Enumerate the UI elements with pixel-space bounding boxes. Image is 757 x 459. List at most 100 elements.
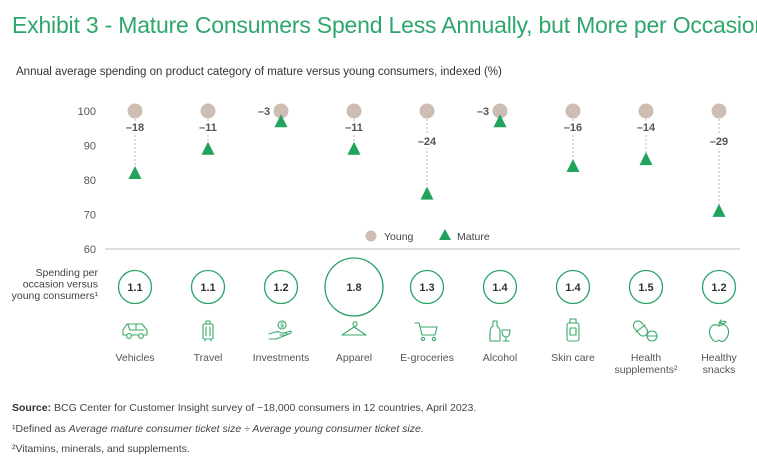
young-point <box>711 103 727 119</box>
chart-subtitle: Annual average spending on product categ… <box>16 66 502 78</box>
legend-young-label: Young <box>384 231 414 243</box>
young-point <box>565 103 581 119</box>
mature-point <box>712 203 726 217</box>
spending-ratio-circle <box>628 269 664 305</box>
car-icon-part <box>138 333 144 339</box>
category-label: supplements² <box>614 364 678 376</box>
spending-ratio-circle <box>701 269 737 305</box>
category-label: Travel <box>194 352 223 364</box>
lotion-icon-part <box>569 327 577 336</box>
young-point <box>273 103 289 119</box>
legend-young-marker <box>365 230 377 242</box>
money-hand-icon-part <box>277 320 287 330</box>
difference-label-bg <box>636 121 656 134</box>
difference-label: –3 <box>258 106 270 118</box>
spending-ratio-value: 1.2 <box>711 282 726 294</box>
difference-label-bg <box>198 121 218 134</box>
young-point <box>638 103 654 119</box>
hanger-icon <box>341 321 367 336</box>
category-label: Skin care <box>551 352 595 364</box>
pill-icon-part <box>635 324 646 333</box>
lotion-icon <box>566 318 580 342</box>
difference-label-bg <box>344 121 364 134</box>
lotion-icon-part <box>566 322 580 342</box>
spending-ratio-value: 1.3 <box>419 282 434 294</box>
difference-label-bg <box>417 135 437 148</box>
difference-label: –3 <box>477 106 489 118</box>
category-label: snacks <box>703 364 736 376</box>
difference-label: –29 <box>710 136 728 148</box>
difference-label: –24 <box>418 136 437 148</box>
mature-point <box>128 165 142 179</box>
cart-icon-part <box>431 336 437 342</box>
y-tick-label: 90 <box>84 141 96 153</box>
difference-label: –16 <box>564 122 582 134</box>
mature-point <box>566 159 580 173</box>
difference-label-bg <box>125 121 145 134</box>
mature-point <box>274 114 288 128</box>
car-icon-part <box>122 323 148 336</box>
page-title: Exhibit 3 - Mature Consumers Spend Less … <box>12 12 757 38</box>
apple-icon-part <box>718 319 722 327</box>
category-label: Health <box>631 352 662 364</box>
spending-ratio-circle <box>263 269 299 305</box>
spending-label: occasion versus <box>23 279 98 291</box>
spending-ratio-value: 1.5 <box>638 282 653 294</box>
bottle-glass-icon-part <box>501 329 511 338</box>
spending-ratio-circle <box>324 257 384 317</box>
pill-icon <box>632 320 658 342</box>
source-label: Source: <box>12 402 52 414</box>
category-label: Investments <box>253 352 310 364</box>
hanger-icon-part <box>341 321 367 336</box>
category-label: Healthy <box>701 352 737 364</box>
spending-ratio-value: 1.1 <box>200 282 215 294</box>
spending-ratio-circle <box>555 269 591 305</box>
legend-mature-marker <box>439 229 451 240</box>
pill-icon-part <box>646 330 658 342</box>
cart-icon-part <box>414 322 438 336</box>
difference-label-bg <box>563 121 583 134</box>
source-note: Source: BCG Center for Customer Insight … <box>12 402 476 414</box>
spending-ratio-circle <box>409 269 445 305</box>
footnote-1-prefix: ¹Defined as <box>12 423 69 435</box>
money-hand-icon <box>268 320 292 340</box>
footnote-2: ²Vitamins, minerals, and supplements. <box>12 443 190 455</box>
car-icon-part <box>127 324 145 331</box>
young-point <box>200 103 216 119</box>
y-tick-label: 60 <box>84 244 96 256</box>
young-point <box>346 103 362 119</box>
bottle-glass-icon <box>489 320 511 342</box>
lotion-icon-part <box>569 318 577 324</box>
suitcase-icon <box>202 320 214 342</box>
young-point <box>127 103 143 119</box>
y-tick-label: 80 <box>84 175 96 187</box>
spending-ratio-value: 1.4 <box>492 282 508 294</box>
y-tick-label: 70 <box>84 210 96 222</box>
mature-point <box>420 186 434 200</box>
money-hand-icon-part <box>268 330 292 340</box>
chart: 60 70 80 90 100 –18 1.1 Vehicles –11 1.1 Travel –3 1… <box>12 103 740 376</box>
difference-label: –11 <box>345 122 363 134</box>
category-label: E-groceries <box>400 352 454 364</box>
spending-ratio-circle <box>117 269 153 305</box>
category-label: Alcohol <box>483 352 517 364</box>
apple-icon-part <box>708 324 730 343</box>
category-label: Vehicles <box>115 352 154 364</box>
difference-label: –14 <box>637 122 656 134</box>
spending-ratio-value: 1.1 <box>127 282 142 294</box>
car-icon <box>122 323 148 339</box>
footnote-1: ¹Defined as Average mature consumer tick… <box>12 423 424 435</box>
spending-ratio-value: 1.4 <box>565 282 581 294</box>
difference-label-bg <box>709 135 729 148</box>
cart-icon-part <box>420 336 426 342</box>
legend-mature-label: Mature <box>457 231 490 243</box>
spending-label: Spending per <box>36 267 99 279</box>
difference-label: –18 <box>126 122 144 134</box>
spending-label: young consumers¹ <box>12 290 99 302</box>
spending-ratio-value: 1.2 <box>273 282 288 294</box>
category-label: Apparel <box>336 352 372 364</box>
car-icon-part <box>126 333 132 339</box>
y-tick-label: 100 <box>78 106 96 118</box>
spending-ratio-circle <box>190 269 226 305</box>
suitcase-icon-part <box>205 320 211 325</box>
